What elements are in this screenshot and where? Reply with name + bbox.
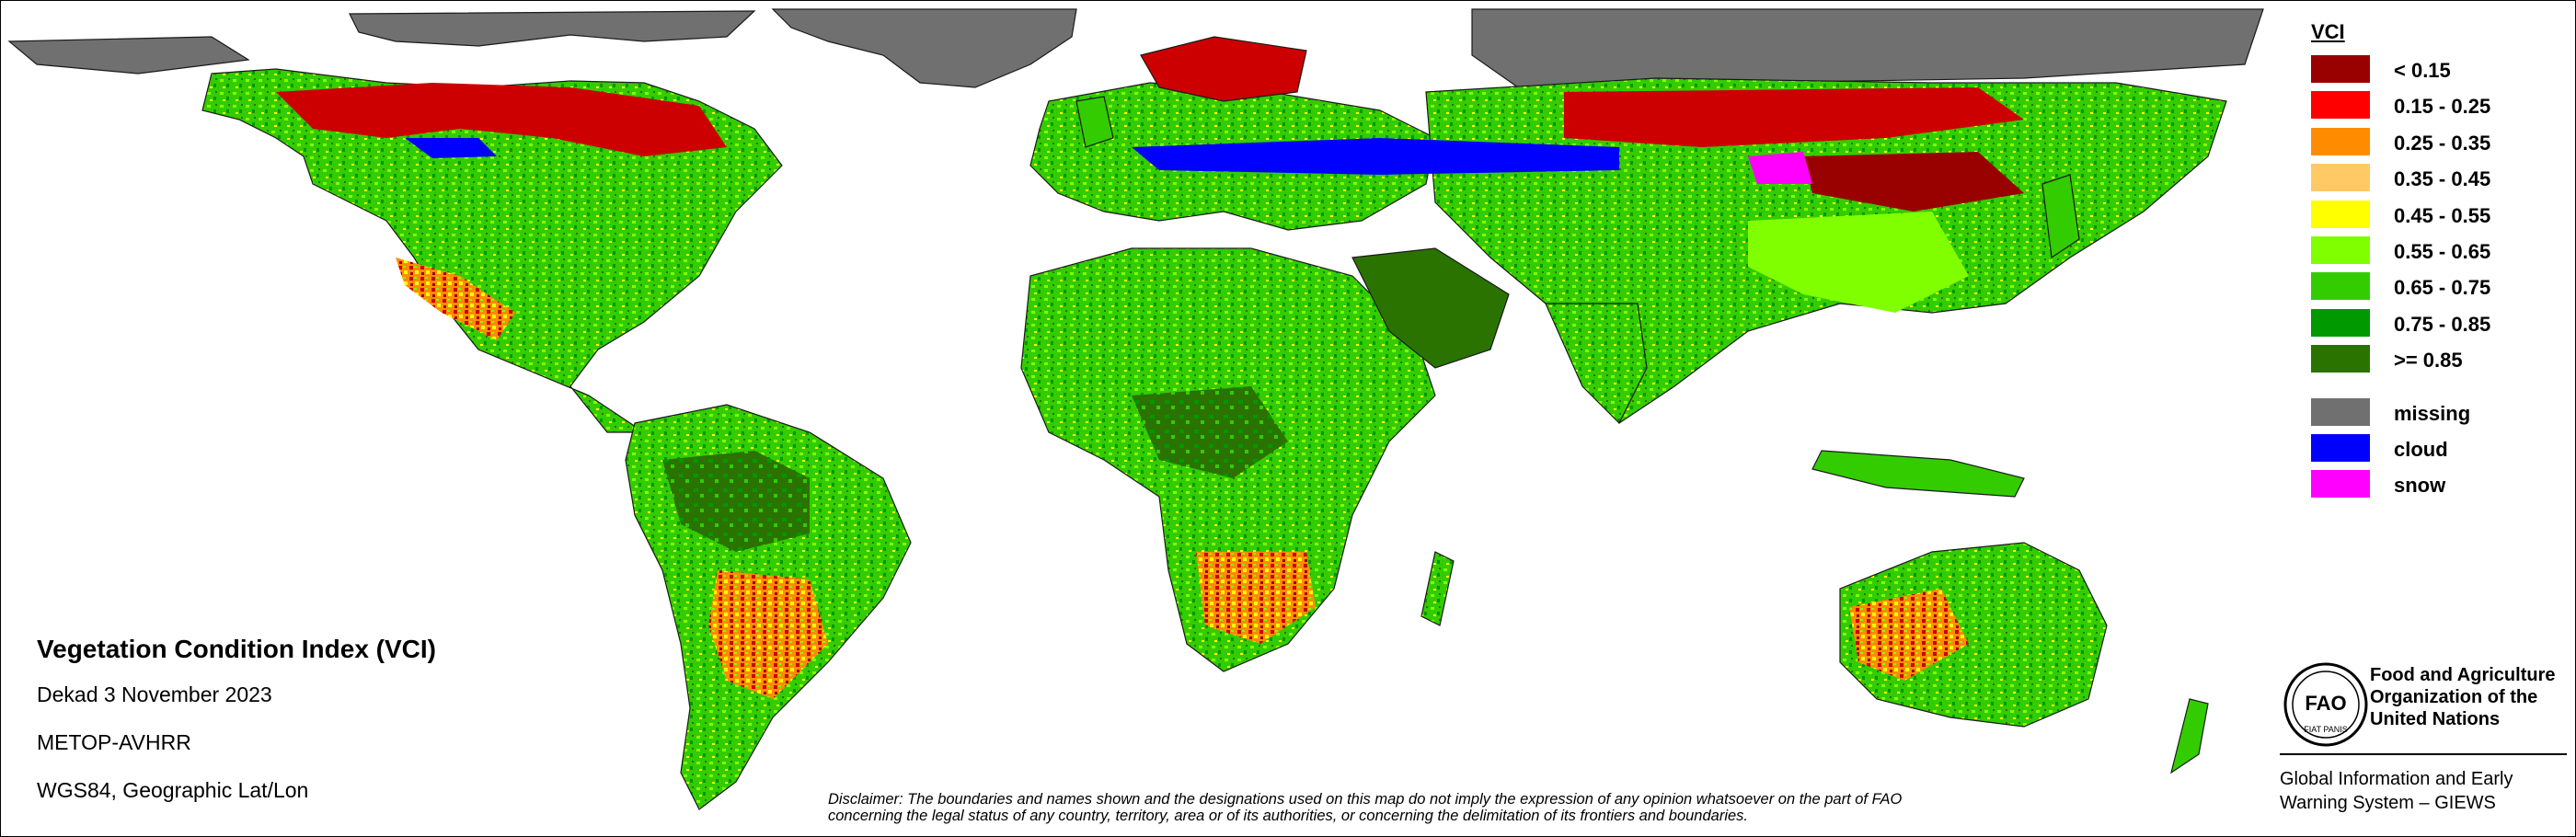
legend-class-swatch xyxy=(2311,55,2370,83)
legend-class-label: 0.25 - 0.35 xyxy=(2394,131,2491,155)
uk-region xyxy=(1075,96,1114,148)
canada-red-region xyxy=(276,83,727,156)
disclaimer-line-2: concerning the legal status of any count… xyxy=(828,808,1748,824)
legend-status-row: missing xyxy=(2309,396,2548,432)
legend-status-label: missing xyxy=(2394,401,2471,425)
arctic-islands-region xyxy=(349,10,756,47)
southern-africa-dry-region xyxy=(1196,552,1316,644)
legend-title: VCI xyxy=(2311,20,2345,43)
legend-class-row: >= 0.85 xyxy=(2309,343,2548,379)
australia-region xyxy=(1839,542,2108,728)
disclaimer-line-1: Disclaimer: The boundaries and names sho… xyxy=(828,791,1903,808)
siberia-red-region xyxy=(1564,87,2024,147)
map-info: Vegetation Condition Index (VCI) Dekad 3… xyxy=(37,635,436,826)
greenland-region xyxy=(771,8,1077,88)
legend-class-row: 0.55 - 0.65 xyxy=(2309,235,2548,270)
india-region xyxy=(1545,303,1648,425)
southern-brazil-dry-region xyxy=(708,570,828,699)
legend-class-label: 0.65 - 0.75 xyxy=(2394,276,2491,300)
arabia-region xyxy=(1351,247,1510,369)
fao-logo-motto: FIAT PANIS xyxy=(2304,725,2348,734)
legend-class-label: 0.15 - 0.25 xyxy=(2394,95,2491,119)
legend-class-row: 0.75 - 0.85 xyxy=(2309,307,2548,343)
legend-status-label: cloud xyxy=(2394,437,2448,461)
arctic-islands-west xyxy=(7,36,250,75)
scandinavia-red-region xyxy=(1140,36,1307,102)
legend-status-swatch xyxy=(2311,433,2370,462)
fao-name-line-2: Organization of the xyxy=(2370,687,2538,707)
legend-status-swatch xyxy=(2311,397,2370,426)
fao-divider xyxy=(2280,753,2567,755)
china-region xyxy=(1748,212,1969,313)
legend-status-row: cloud xyxy=(2309,432,2548,468)
north-america-region xyxy=(201,68,783,433)
amazon-forest-region xyxy=(662,451,810,552)
legend-status-row: snow xyxy=(2309,468,2548,504)
mexico-dry-region xyxy=(396,258,515,340)
disclaimer: Disclaimer: The boundaries and names sho… xyxy=(828,791,2024,824)
legend-class-label: 0.55 - 0.65 xyxy=(2394,239,2491,263)
map-projection: WGS84, Geographic Lat/Lon xyxy=(37,778,309,802)
legend-class-swatch xyxy=(2311,272,2370,301)
fao-name-line-1: Food and Agriculture xyxy=(2370,665,2556,685)
fao-block: FAO FIAT PANIS Food and Agriculture Orga… xyxy=(2272,653,2567,828)
legend-class-row: 0.35 - 0.45 xyxy=(2309,162,2548,198)
legend-class-label: < 0.15 xyxy=(2394,59,2451,82)
legend-class-swatch xyxy=(2311,91,2370,120)
legend-class-label: 0.35 - 0.45 xyxy=(2394,167,2491,191)
legend-class-row: 0.65 - 0.75 xyxy=(2309,270,2548,306)
central-africa-forest-region xyxy=(1132,386,1288,478)
legend-class-row: 0.25 - 0.35 xyxy=(2309,126,2548,162)
japan-region xyxy=(2041,174,2080,259)
siberia-cloud-region xyxy=(1132,138,1619,175)
legend-class-label: 0.75 - 0.85 xyxy=(2394,312,2491,336)
legend-class-row: 0.45 - 0.55 xyxy=(2309,199,2548,235)
legend-classes: < 0.15 0.15 - 0.25 0.25 - 0.35 0.35 - 0.45 0… xyxy=(2309,53,2548,380)
new-zealand-region xyxy=(2170,698,2209,774)
vci-legend: VCI < 0.15 0.15 - 0.25 0.25 - 0.35 0.35 - 0… xyxy=(2309,20,2548,505)
legend-class-row: < 0.15 xyxy=(2309,53,2548,89)
australia-dry-region xyxy=(1849,589,1969,681)
legend-class-label: >= 0.85 xyxy=(2394,349,2463,373)
legend-class-swatch xyxy=(2311,345,2370,373)
canada-cloud-region xyxy=(405,138,497,158)
mongolia-red-region xyxy=(1803,152,2024,212)
indonesia-region xyxy=(1811,450,2025,498)
fao-name-line-3: United Nations xyxy=(2370,709,2501,729)
fao-logo-letters: FAO xyxy=(2305,692,2346,715)
fao-logo-icon: FAO FIAT PANIS xyxy=(2283,662,2368,747)
legend-class-row: 0.15 - 0.25 xyxy=(2309,89,2548,125)
legend-class-swatch xyxy=(2311,164,2370,192)
legend-status-label: snow xyxy=(2394,474,2446,498)
madagascar-region xyxy=(1420,551,1455,626)
legend-status-swatch xyxy=(2311,470,2370,499)
legend-class-label: 0.45 - 0.55 xyxy=(2394,203,2491,227)
fao-name: Food and Agriculture Organization of the… xyxy=(2370,664,2572,730)
giews-line-1: Global Information and Early xyxy=(2280,769,2513,789)
legend-class-swatch xyxy=(2311,127,2370,155)
map-period: Dekad 3 November 2023 xyxy=(37,682,272,706)
giews-line-2: Warning System – GIEWS xyxy=(2280,793,2496,813)
legend-class-swatch xyxy=(2311,235,2370,264)
siberia-missing-region xyxy=(1471,8,2264,88)
snow-region xyxy=(1748,152,1812,184)
legend-class-swatch xyxy=(2311,308,2370,337)
giews-name: Global Information and Early Warning Sys… xyxy=(2280,767,2565,815)
legend-class-swatch xyxy=(2311,200,2370,228)
map-sensor: METOP-AVHRR xyxy=(37,730,191,754)
map-title: Vegetation Condition Index (VCI) xyxy=(37,635,436,663)
legend-status: missing cloud snow xyxy=(2309,396,2548,505)
